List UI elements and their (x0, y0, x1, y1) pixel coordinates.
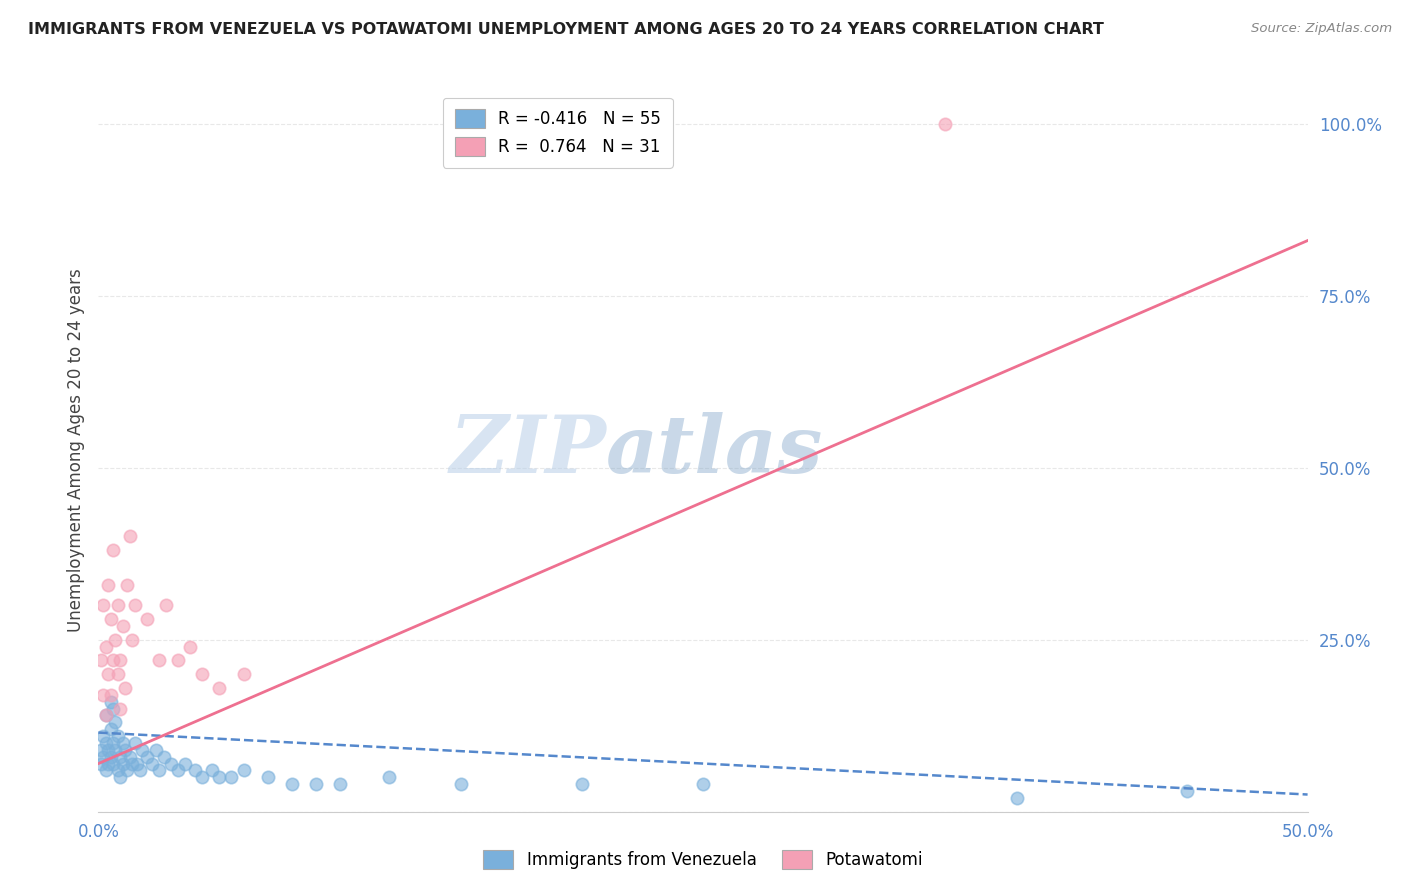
Point (100, 749, 122, 764)
Point (208, 770, 231, 784)
Point (91, 599, 114, 613)
Point (94, 708, 117, 723)
Point (91, 688, 114, 702)
Point (108, 770, 131, 784)
Point (167, 764, 190, 778)
Point (91, 729, 114, 743)
Point (121, 632, 143, 647)
Point (124, 599, 146, 613)
Point (191, 667, 214, 681)
Point (107, 764, 129, 778)
Point (152, 749, 174, 764)
Point (1175, 784, 1198, 798)
Point (135, 612, 157, 626)
Point (127, 756, 149, 771)
Point (221, 770, 243, 784)
Point (148, 764, 170, 778)
Point (94, 708, 117, 723)
Point (114, 681, 136, 695)
Point (191, 770, 214, 784)
Point (128, 764, 150, 778)
Point (101, 756, 124, 771)
Point (97, 577, 120, 591)
Point (329, 777, 352, 791)
Point (94, 764, 117, 778)
Text: IMMIGRANTS FROM VENEZUELA VS POTAWATOMI UNEMPLOYMENT AMONG AGES 20 TO 24 YEARS C: IMMIGRANTS FROM VENEZUELA VS POTAWATOMI … (28, 22, 1104, 37)
Point (281, 777, 304, 791)
Point (208, 681, 231, 695)
Point (101, 653, 124, 667)
Point (94, 736, 117, 750)
Y-axis label: Unemployment Among Ages 20 to 24 years: Unemployment Among Ages 20 to 24 years (66, 268, 84, 632)
Point (97, 756, 120, 771)
Point (184, 764, 207, 778)
Point (148, 653, 170, 667)
Point (111, 619, 134, 633)
Point (160, 756, 183, 771)
Point (104, 743, 127, 757)
Point (100, 612, 122, 626)
Point (108, 653, 131, 667)
Point (118, 749, 141, 764)
Point (91, 749, 114, 764)
Point (121, 756, 143, 771)
Point (104, 715, 127, 730)
Point (571, 777, 593, 791)
Point (934, 117, 956, 131)
Point (101, 543, 124, 558)
Point (256, 770, 278, 784)
Point (100, 722, 122, 736)
Point (90, 653, 112, 667)
Point (141, 756, 163, 771)
Legend: Immigrants from Venezuela, Potawatomi: Immigrants from Venezuela, Potawatomi (474, 840, 932, 880)
Point (107, 599, 129, 613)
Point (145, 743, 167, 757)
Point (100, 695, 122, 709)
Point (135, 749, 157, 764)
Point (114, 743, 136, 757)
Text: ZIP: ZIP (450, 412, 606, 489)
Point (232, 667, 254, 681)
Point (107, 667, 129, 681)
Point (1007, 791, 1029, 805)
Point (131, 743, 153, 757)
Point (118, 529, 141, 543)
Point (108, 701, 131, 715)
Point (101, 701, 124, 715)
Text: Source: ZipAtlas.com: Source: ZipAtlas.com (1251, 22, 1392, 36)
Point (450, 777, 472, 791)
Point (305, 777, 328, 791)
Point (111, 756, 134, 771)
Point (179, 640, 201, 654)
Point (167, 653, 190, 667)
Point (90, 756, 112, 771)
Point (111, 736, 134, 750)
Point (107, 729, 129, 743)
Point (174, 756, 197, 771)
Point (108, 749, 131, 764)
Point (101, 736, 124, 750)
Point (201, 764, 224, 778)
Point (692, 777, 714, 791)
Point (232, 764, 254, 778)
Point (97, 667, 120, 681)
Point (104, 632, 127, 647)
Legend: R = -0.416   N = 55, R =  0.764   N = 31: R = -0.416 N = 55, R = 0.764 N = 31 (443, 97, 672, 168)
Point (155, 599, 177, 613)
Point (100, 688, 122, 702)
Text: atlas: atlas (606, 412, 824, 489)
Point (97, 743, 120, 757)
Point (94, 640, 117, 654)
Point (90, 743, 112, 757)
Point (117, 764, 139, 778)
Point (124, 736, 146, 750)
Point (117, 577, 139, 591)
Point (377, 770, 399, 784)
